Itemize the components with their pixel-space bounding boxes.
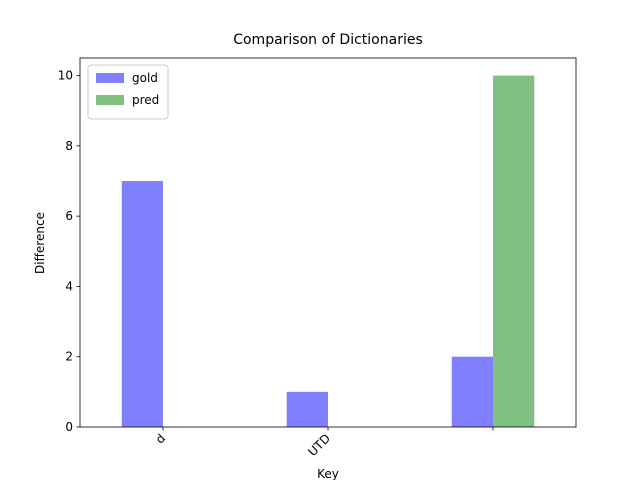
- bar: [493, 75, 535, 428]
- bar: [121, 181, 163, 427]
- y-tick-label: 2: [65, 350, 73, 364]
- y-axis-label: Difference: [33, 212, 47, 274]
- bar: [286, 391, 328, 427]
- y-tick-label: 4: [65, 279, 73, 293]
- legend-swatch: [96, 95, 124, 105]
- legend-label: gold: [132, 71, 158, 85]
- legend: gold pred: [87, 64, 169, 120]
- y-tick-label: 0: [65, 420, 73, 434]
- legend-swatch: [96, 73, 124, 83]
- legend-label: pred: [132, 93, 159, 107]
- y-tick-label: 10: [58, 69, 73, 83]
- y-tick-label: 6: [65, 209, 73, 223]
- y-tick-label: 8: [65, 139, 73, 153]
- chart-title: Comparison of Dictionaries: [233, 32, 423, 48]
- x-axis-label: Key: [317, 467, 339, 480]
- bar: [451, 356, 494, 427]
